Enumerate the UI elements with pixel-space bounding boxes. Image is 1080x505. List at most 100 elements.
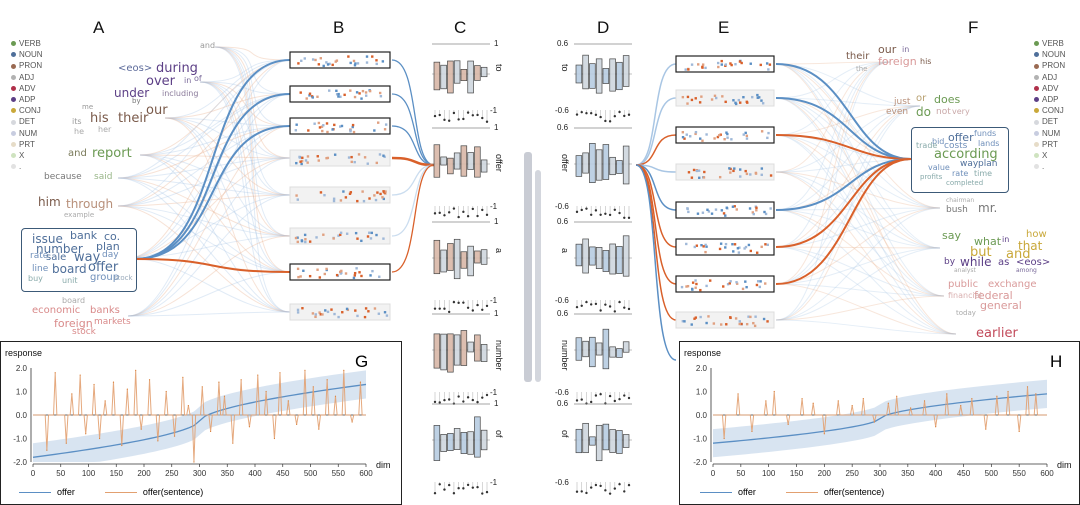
node-e-dot (754, 315, 757, 318)
col-d-stem-dot (594, 113, 598, 117)
flow-edge-faint (117, 157, 291, 179)
col-c-stem-dot (481, 492, 484, 495)
node-e-dot (761, 102, 765, 105)
flow-edge-e-f (775, 97, 912, 160)
col-d-stem-dot (627, 483, 631, 487)
node-b-dot (364, 91, 368, 94)
node-e-dot (694, 286, 697, 289)
col-c-stem-dot (485, 490, 489, 494)
col-c-stem-dot (485, 304, 489, 308)
series-offer-sentence-point (165, 390, 167, 393)
cloud-word: his (920, 57, 932, 66)
node-e-box[interactable] (675, 163, 775, 181)
node-e-dot (749, 173, 752, 176)
flow-edge-faint (139, 154, 291, 196)
flow-edge-faint (775, 171, 957, 335)
x-tick-label: 450 (957, 469, 971, 478)
node-b-dot (339, 272, 342, 275)
node-e-dot (716, 61, 720, 65)
node-b-dot (341, 311, 344, 314)
series-offer-sentence-point (157, 440, 159, 442)
node-e-dot (685, 133, 688, 136)
node-e-dot (749, 62, 752, 65)
node-e-dot (765, 62, 769, 65)
node-b-box[interactable] (289, 149, 391, 167)
node-e-dot (702, 245, 705, 248)
col-d-box-mark (575, 243, 583, 267)
col-c-box-mark (453, 428, 461, 450)
col-c-box-mark (460, 69, 468, 81)
node-b-dot (317, 159, 320, 162)
series-offer-sentence-point (210, 430, 212, 433)
flow-edge-strong (134, 59, 291, 260)
node-b-box[interactable] (289, 186, 391, 204)
col-d-stem-dot (580, 208, 583, 212)
node-e-box[interactable] (675, 275, 775, 293)
col-c-box-mark (440, 156, 447, 166)
col-c-box-mark (447, 60, 454, 94)
node-b-dot (345, 232, 349, 235)
flow-edge-faint (775, 97, 941, 209)
col-d-box-mark (602, 68, 610, 84)
node-b-dot (378, 91, 382, 95)
legend-line-icon (19, 491, 51, 493)
x-tick-label: 0 (711, 469, 716, 478)
col-d-box-mark (589, 246, 596, 266)
node-b-dot (304, 159, 308, 162)
node-e-box[interactable] (675, 201, 775, 219)
col-c-box-mark (440, 64, 447, 90)
node-b-box[interactable] (289, 51, 391, 69)
cloud-word: our (146, 103, 168, 118)
column-d-word: number (560, 340, 570, 371)
flow-edge-faint (127, 271, 291, 317)
series-offer-sentence-point (99, 437, 101, 440)
node-b-box[interactable] (289, 303, 391, 321)
column-d-word: of (560, 430, 570, 438)
node-b-dot (348, 192, 352, 195)
node-b-dot (375, 161, 378, 165)
node-e-dot (724, 214, 727, 217)
series-offer-sentence-point (1035, 393, 1037, 395)
cloud-word: and (1006, 247, 1031, 262)
node-e-dot (768, 63, 772, 66)
cloud-word: even (886, 107, 909, 117)
center-scrollbar-secondary[interactable] (535, 170, 541, 382)
cloud-right-selected[interactable]: offer funds bid according trade costs la… (911, 127, 1009, 193)
center-scrollbar[interactable] (524, 152, 532, 382)
legend-item: NOUN (1034, 49, 1066, 60)
series-offer-sentence-point (54, 372, 56, 374)
node-b-dot (296, 267, 300, 271)
node-b-dot (363, 315, 367, 319)
flow-edge-faint (214, 46, 291, 95)
col-c-stem-dot (471, 114, 475, 117)
col-c-box-mark (453, 152, 461, 170)
flow-edge-faint (127, 194, 291, 259)
flow-edge-faint (139, 154, 291, 313)
flow-edge-faint (775, 207, 941, 321)
node-e-dot (690, 323, 693, 326)
col-d-box-mark (622, 145, 630, 185)
flow-edge-faint (775, 61, 891, 211)
node-e-dot (744, 169, 747, 173)
node-b-dot (339, 95, 342, 98)
col-c-stem-dot (443, 214, 446, 217)
legend-label: NOUN (19, 50, 43, 60)
legend-item: ADV (1034, 83, 1066, 94)
node-e-box[interactable] (675, 126, 775, 144)
col-c-box-mark (447, 433, 454, 451)
legend-line-icon (700, 491, 732, 493)
node-e-dot (698, 176, 701, 179)
cloud-left-selected[interactable]: issue bank co. number plan rate day sale… (21, 228, 137, 292)
node-e-dot (700, 243, 703, 247)
cloud-word: federal (974, 289, 1013, 302)
node-b-dot (339, 233, 342, 237)
flow-edge-faint (139, 154, 291, 159)
node-b-box[interactable] (289, 85, 391, 103)
cloud-word: by (132, 97, 141, 105)
cloud-word: because (44, 172, 82, 182)
col-c-stem-dot (433, 114, 437, 118)
col-d-stem-dot (594, 302, 598, 306)
x-tick-label: 300 (873, 469, 887, 478)
series-offer-sentence-point (65, 442, 67, 444)
series-offer-sentence-point (85, 433, 87, 435)
